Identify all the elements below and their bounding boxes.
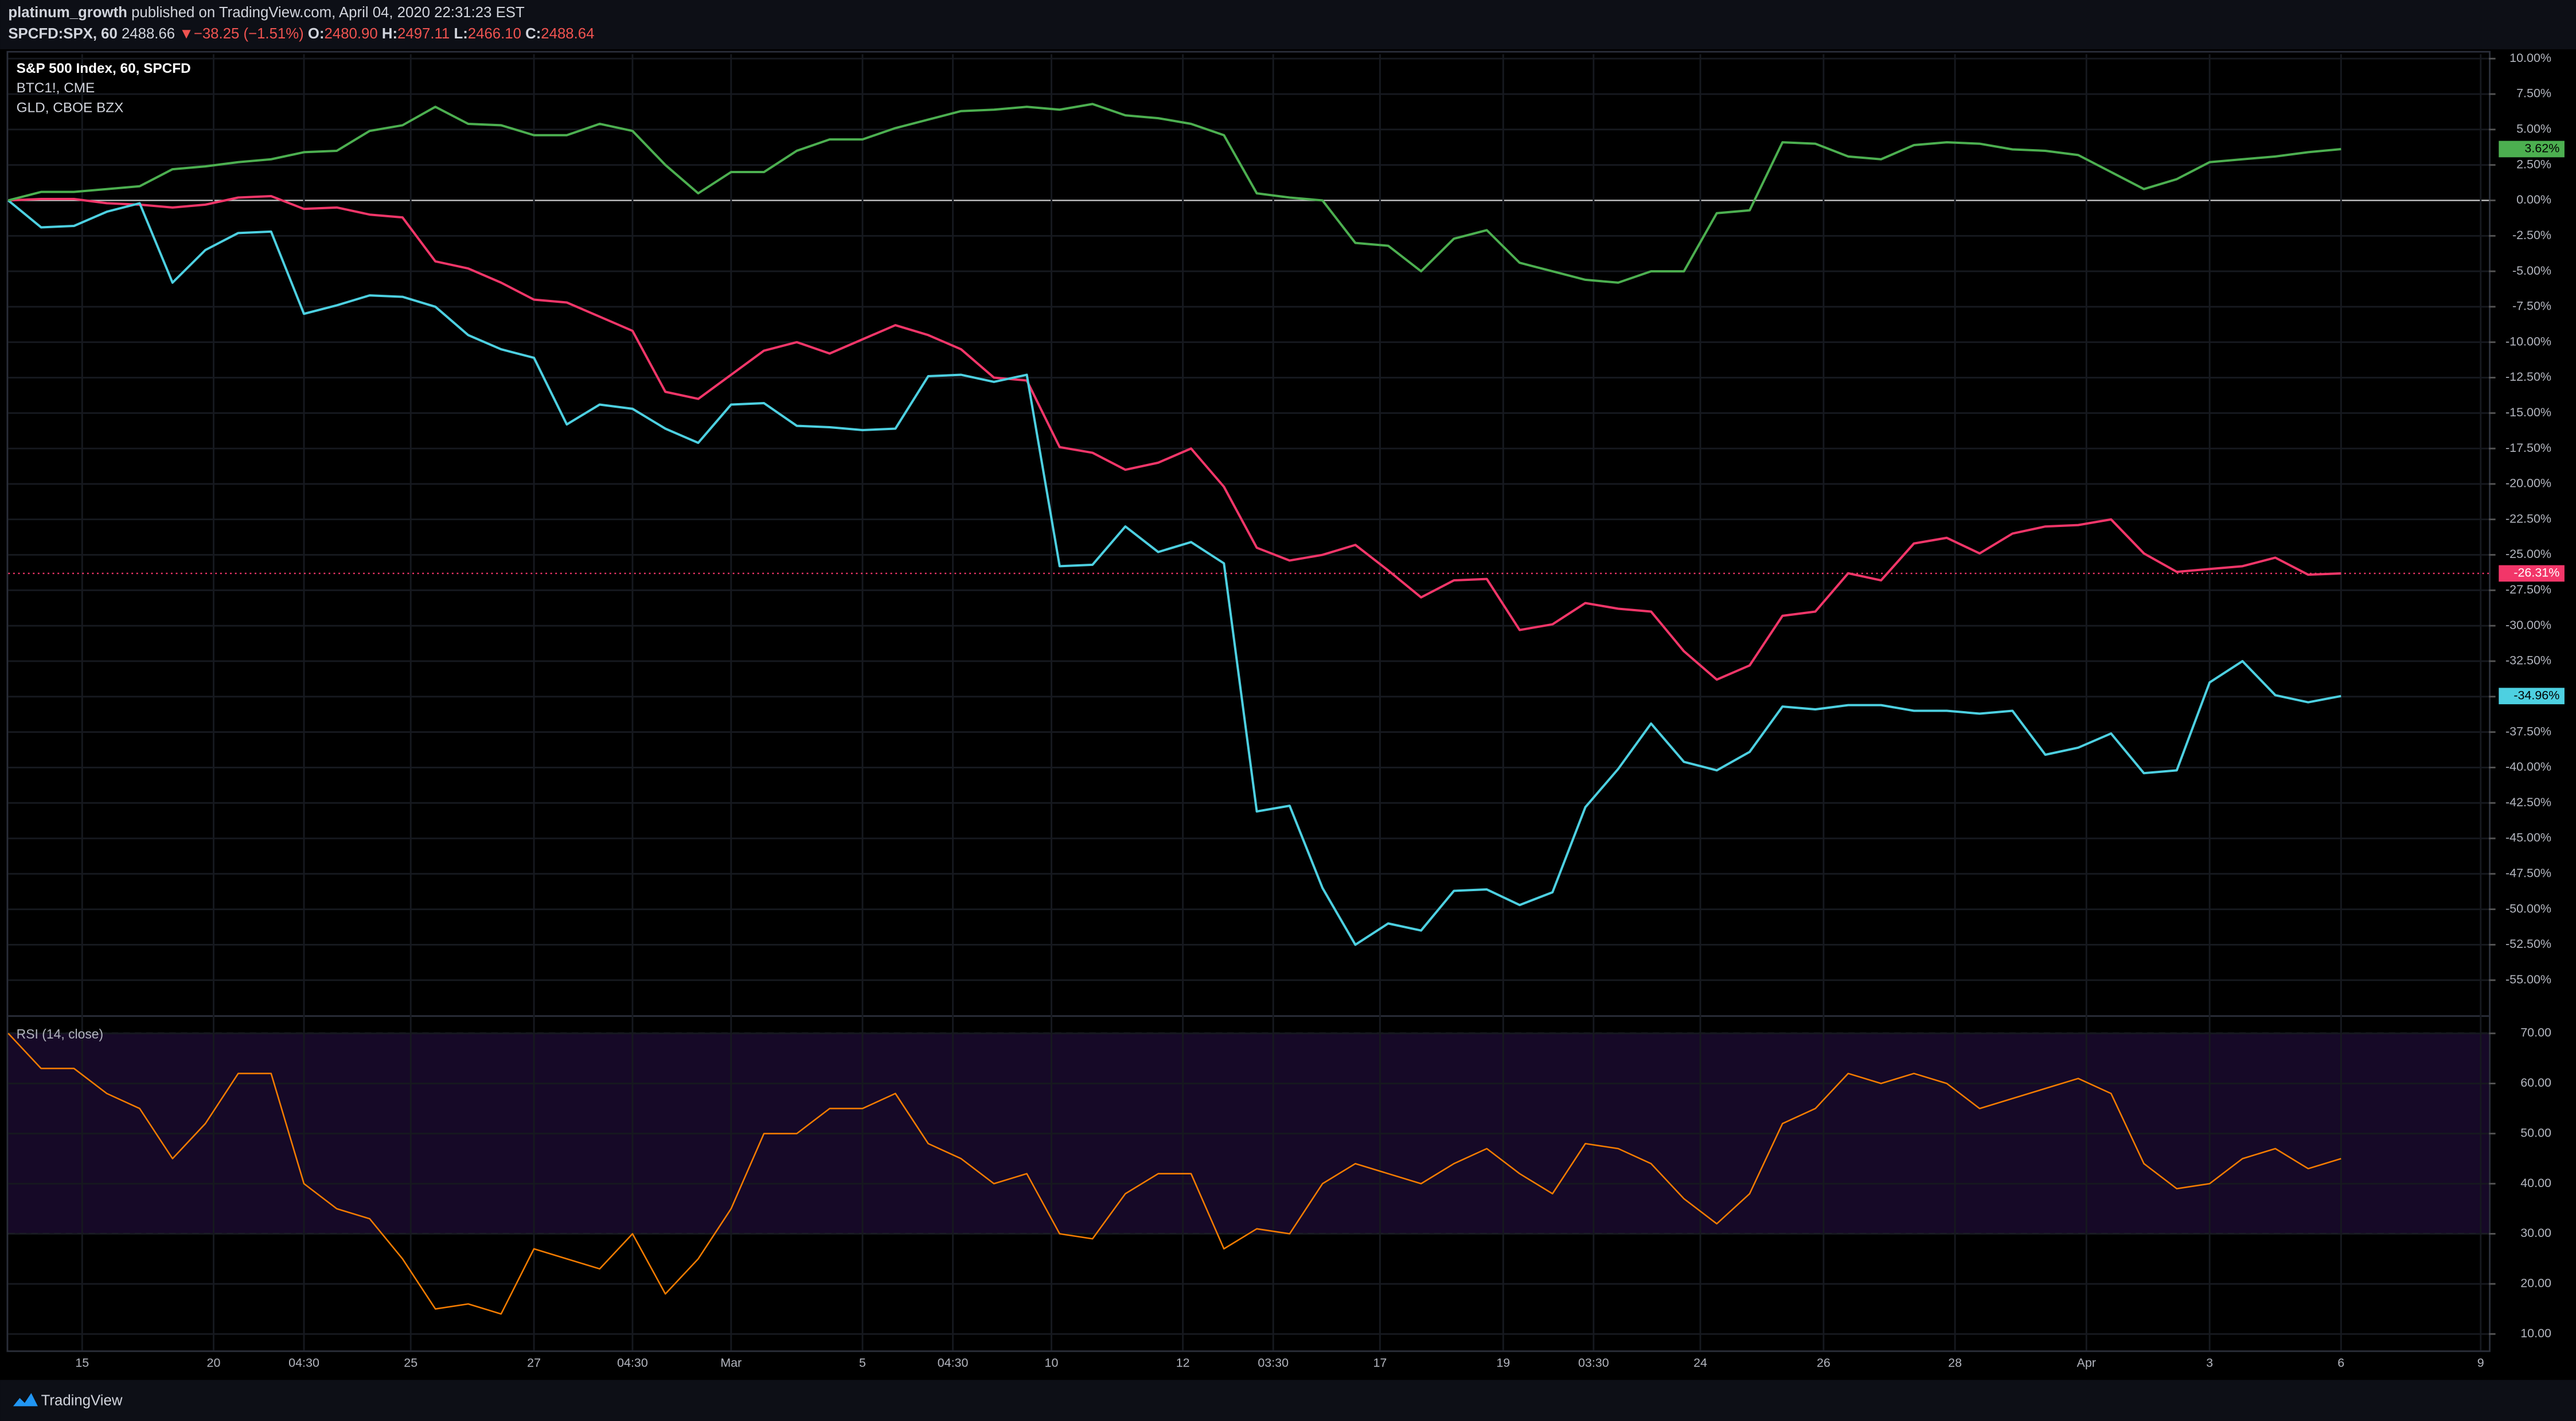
grid — [8, 54, 2489, 1350]
low: 2466.10 — [468, 26, 521, 42]
x-tick-label: 24 — [1693, 1356, 1707, 1369]
y-tick-label: 70.00 — [2520, 1026, 2551, 1040]
y-tick-label: -37.50% — [2505, 724, 2551, 738]
x-tick-label: 20 — [207, 1356, 221, 1369]
y-tick-label: -40.00% — [2505, 760, 2551, 774]
high-label: H: — [382, 26, 397, 42]
y-tick-label: -25.00% — [2505, 547, 2551, 561]
y-tick-label: -27.50% — [2505, 583, 2551, 596]
x-tick-label: 26 — [1817, 1356, 1830, 1369]
price-label: -26.31% — [2513, 566, 2559, 580]
x-tick-label: 9 — [2477, 1356, 2484, 1369]
high: 2497.11 — [397, 26, 450, 42]
low-label: L: — [454, 26, 467, 42]
y-tick-label: -5.00% — [2512, 264, 2551, 278]
y-tick-label: -20.00% — [2505, 477, 2551, 490]
header-line-1: platinum_growth published on TradingView… — [8, 5, 525, 21]
price-label-box — [2499, 688, 2565, 705]
y-tick-label: 5.00% — [2516, 122, 2551, 136]
x-tick-label: 5 — [859, 1356, 866, 1369]
y-tick-label: 0.00% — [2516, 193, 2551, 206]
x-tick-label: 12 — [1176, 1356, 1190, 1369]
x-tick-label: 03:30 — [1258, 1356, 1289, 1369]
author: platinum_growth — [8, 5, 127, 21]
close-label: C: — [525, 26, 541, 42]
header-bar — [0, 0, 2576, 49]
y-tick-label: -45.00% — [2505, 831, 2551, 845]
plot-frame — [6, 50, 2491, 1352]
data-layer — [7, 103, 2489, 1315]
x-tick-label: 19 — [1496, 1356, 1510, 1369]
x-tick-label: 25 — [404, 1356, 417, 1369]
open: 2480.90 — [325, 26, 378, 42]
x-tick-label: 3 — [2206, 1356, 2213, 1369]
y-tick-label: -2.50% — [2512, 228, 2551, 242]
y-tick-label: 60.00 — [2520, 1076, 2551, 1090]
pane-title: RSI (14, close) — [17, 1026, 104, 1041]
x-tick-label: 6 — [2337, 1356, 2344, 1369]
arrow: ▼ — [179, 26, 194, 42]
x-tick-label: 03:30 — [1578, 1356, 1609, 1369]
legend-entry: BTC1!, CME — [17, 80, 95, 96]
y-tick-label: 40.00 — [2520, 1176, 2551, 1190]
y-tick-label: 50.00 — [2520, 1126, 2551, 1139]
y-tick-label: -55.00% — [2505, 973, 2551, 986]
y-tick-label: -10.00% — [2505, 334, 2551, 348]
x-tick-label: 28 — [1948, 1356, 1962, 1369]
series-line — [7, 199, 2341, 946]
close: 2488.64 — [541, 26, 594, 42]
series-line — [8, 195, 2341, 681]
x-tick-label: 10 — [1045, 1356, 1059, 1369]
y-tick-label: -17.50% — [2505, 441, 2551, 455]
y-tick-label: -22.50% — [2505, 512, 2551, 525]
symbol: SPCFD:SPX, 60 — [8, 26, 117, 42]
series-line — [7, 103, 2341, 284]
price-label: 3.62% — [2524, 142, 2559, 155]
x-tick-label: 04:30 — [617, 1356, 648, 1369]
y-tick-label: 2.50% — [2516, 157, 2551, 171]
x-tick-label: 17 — [1373, 1356, 1387, 1369]
price-label-box — [2499, 140, 2565, 158]
open-label: O: — [308, 26, 325, 42]
y-tick-label: -32.50% — [2505, 654, 2551, 667]
x-tick-label: Mar — [720, 1356, 741, 1369]
legend-entry: S&P 500 Index, 60, SPCFD — [17, 61, 191, 76]
header-line-2: SPCFD:SPX, 60 2488.66 ▼−38.25 (−1.51%) O… — [8, 26, 594, 42]
logo — [13, 1393, 38, 1407]
y-tick-label: 7.50% — [2516, 87, 2551, 100]
x-tick-label: 27 — [527, 1356, 541, 1369]
series-line — [7, 1033, 2341, 1315]
y-tick-label: -15.00% — [2505, 405, 2551, 419]
y-tick-label: -12.50% — [2505, 370, 2551, 384]
y-tick-label: -42.50% — [2505, 795, 2551, 809]
x-tick-label: Apr — [2077, 1356, 2096, 1369]
y-tick-label: -30.00% — [2505, 618, 2551, 632]
y-tick-label: -52.50% — [2505, 937, 2551, 951]
y-tick-label: 10.00 — [2520, 1326, 2551, 1340]
footer-bar — [0, 1380, 2576, 1421]
overlay: 10.00% 7.50% 5.00% 2.50% 0.00% -2.50% -5.00% -7… — [17, 51, 2565, 1369]
x-tick-label: 04:30 — [938, 1356, 969, 1369]
y-tick-label: -47.50% — [2505, 866, 2551, 880]
brand[interactable]: TradingView — [41, 1392, 123, 1408]
y-tick-label: -50.00% — [2505, 901, 2551, 915]
x-tick-label: 04:30 — [288, 1356, 319, 1369]
y-tick-label: -7.50% — [2512, 299, 2551, 313]
price-label-box — [2499, 565, 2565, 582]
y-tick-label: 20.00 — [2520, 1276, 2551, 1290]
y-tick-label: 10.00% — [2509, 51, 2551, 65]
price-label: -34.96% — [2513, 688, 2559, 702]
published: published on TradingView.com, April 04, … — [131, 5, 525, 21]
legend-entry: GLD, CBOE BZX — [17, 100, 124, 116]
last-price: 2488.66 — [122, 26, 175, 42]
change: −38.25 (−1.51%) — [194, 26, 304, 42]
x-tick-label: 15 — [75, 1356, 89, 1369]
y-tick-label: 30.00 — [2520, 1226, 2551, 1240]
